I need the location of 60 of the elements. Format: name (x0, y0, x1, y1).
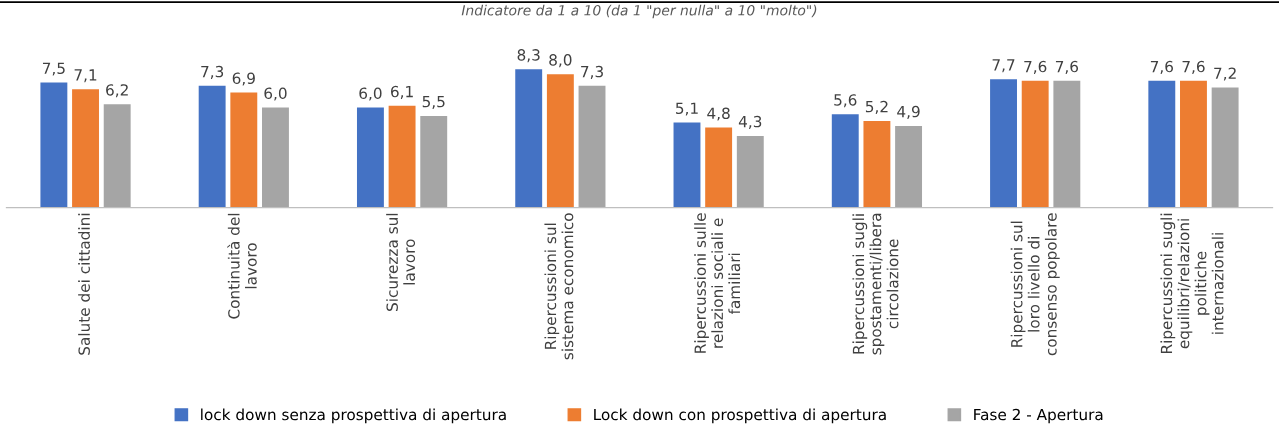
bar (1021, 80, 1049, 208)
data-label: 7,3 (581, 65, 603, 79)
data-label: 7,5 (42, 62, 65, 76)
legend-label: lock down senza prospettiva di apertura (201, 408, 506, 424)
bar (420, 115, 448, 208)
bar (262, 107, 289, 208)
bar (40, 82, 68, 208)
x-tick-label: Ripercussioni sugli equilibri/relazioni politiche internazionali (1160, 213, 1224, 354)
data-label: 5,1 (676, 102, 698, 116)
data-label: 7,7 (992, 59, 1015, 73)
data-label: 6,2 (106, 84, 128, 98)
data-label: 4,3 (738, 115, 762, 129)
data-label: 8,0 (549, 54, 572, 68)
x-tick-label: Ripercussioni sulle relazioni sociali e familiari (694, 213, 741, 353)
bar (736, 135, 764, 208)
bar (230, 92, 258, 208)
data-label: 6,0 (359, 87, 382, 101)
bar (831, 114, 859, 208)
data-label: 6,0 (264, 87, 287, 101)
chart-subtitle: Indicatore da 1 a 10 (da 1 "per nulla" a 10 "molto") (461, 4, 817, 19)
x-tick-label: Ripercussioni sul sistema economico (544, 213, 574, 360)
bar (578, 85, 606, 208)
data-label: 7,6 (1055, 60, 1079, 74)
bar (198, 85, 226, 208)
bar (673, 122, 701, 208)
data-label: 7,6 (1024, 60, 1047, 74)
bar (1180, 80, 1207, 208)
x-tick-label: Salute dei cittadini (78, 213, 90, 355)
bar (72, 89, 99, 208)
bar (863, 120, 891, 208)
bar (705, 127, 733, 208)
bar (1053, 80, 1081, 208)
bar (1148, 80, 1176, 208)
data-label: 5,6 (834, 94, 857, 108)
data-label: 7,6 (1150, 60, 1173, 74)
bar (990, 79, 1017, 208)
data-label: 5,2 (865, 100, 888, 114)
data-label: 7,2 (1214, 67, 1236, 81)
data-label: 7,3 (201, 65, 224, 79)
data-label: 8,3 (517, 49, 540, 63)
bar (356, 107, 384, 208)
bar (103, 104, 131, 208)
data-label: 5,5 (422, 96, 445, 109)
data-label: 4,8 (707, 107, 730, 121)
legend-label: Lock down con prospettiva di apertura (594, 408, 886, 424)
x-tick-label: Sicurezza sul lavoro (386, 213, 416, 311)
x-tick-label: Ripercussioni sugli spostamenti/libera circolazione (852, 213, 899, 355)
bar (1211, 87, 1239, 208)
bar (895, 125, 923, 208)
bar (546, 74, 574, 208)
data-label: 7,1 (74, 69, 97, 83)
data-label: 4,9 (897, 105, 920, 119)
legend-label: Fase 2 - Apertura (974, 408, 1103, 424)
data-label: 6,1 (391, 85, 413, 99)
bar (515, 69, 543, 208)
bar (388, 105, 416, 208)
x-tick-label: Ripercussioni sul loro livello di consenso popolare (1010, 213, 1060, 356)
x-tick-label: Continuità del lavoro (227, 213, 257, 319)
data-label: 7,6 (1182, 60, 1205, 74)
data-label: 6,9 (232, 72, 255, 86)
